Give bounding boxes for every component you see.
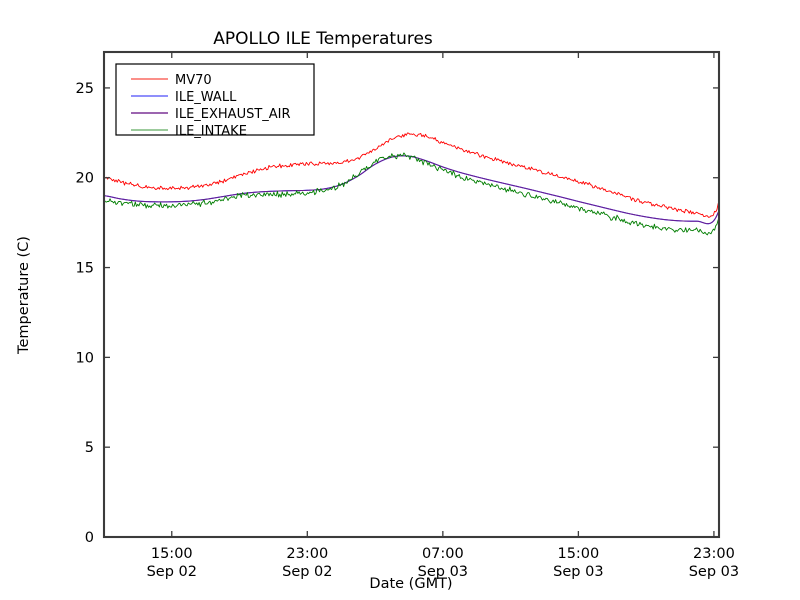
x-tick-label-date: Sep 03	[689, 564, 739, 580]
legend-label-ile-wall: ILE_WALL	[175, 90, 237, 105]
x-tick-label-time: 15:00	[151, 546, 193, 562]
y-tick-label: 25	[76, 81, 94, 97]
x-tick-label-time: 23:00	[693, 546, 735, 562]
x-tick-label-date: Sep 03	[553, 564, 603, 580]
y-axis-ticks: 0 5 10 15 20 25	[76, 81, 719, 546]
y-axis-label: Temperature (C)	[16, 236, 32, 355]
x-tick-label-time: 23:00	[286, 546, 328, 562]
legend-label-mv70: MV70	[175, 73, 212, 88]
x-tick-label-time: 15:00	[557, 546, 599, 562]
x-tick-label-date: Sep 02	[282, 564, 332, 580]
y-tick-label: 15	[76, 261, 94, 277]
x-axis-ticks: 15:00 Sep 02 23:00 Sep 02 07:00 Sep 03 15:00 Se…	[147, 52, 739, 580]
y-tick-label: 20	[76, 171, 94, 187]
x-tick-label-time: 07:00	[422, 546, 464, 562]
axes-spines	[102, 50, 721, 539]
plot-border	[102, 50, 721, 539]
series-line-mv70	[103, 132, 719, 218]
x-tick-label-date: Sep 02	[147, 564, 197, 580]
chart-legend[interactable]: MV70 ILE_WALL ILE_EXHAUST_AIR ILE_INTAKE	[115, 63, 315, 139]
legend-label-ile-exhaust-air: ILE_EXHAUST_AIR	[175, 107, 291, 122]
page-title: APOLLO ILE Temperatures	[213, 29, 433, 49]
x-tick-label-date: Sep 03	[418, 564, 468, 580]
legend-box	[115, 63, 315, 136]
x-axis-label: Date (GMT)	[369, 576, 452, 592]
y-tick-label: 5	[85, 440, 94, 456]
legend-label-ile-intake: ILE_INTAKE	[175, 124, 247, 139]
series-line-ile-intake	[103, 152, 719, 236]
data-series-layer	[103, 132, 719, 236]
y-tick-label: 0	[85, 530, 94, 546]
y-tick-label: 10	[76, 350, 94, 366]
